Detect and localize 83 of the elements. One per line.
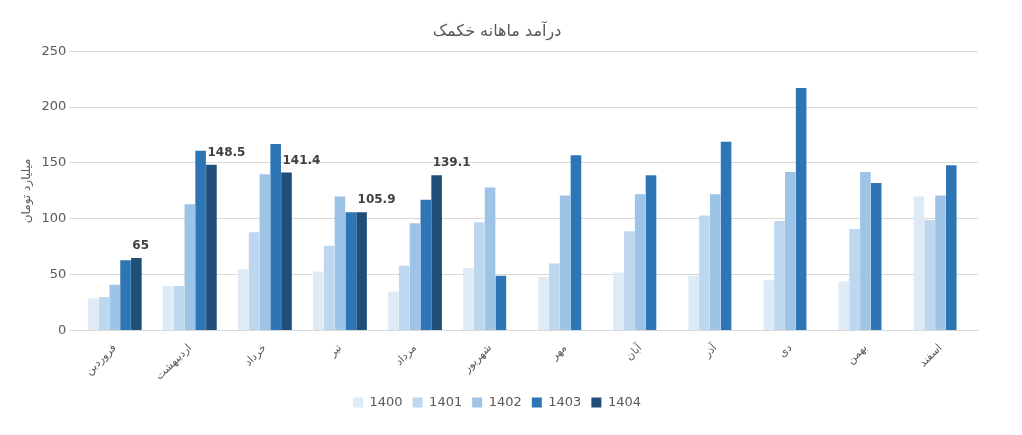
y-axis-title: میلیارد تومان [19, 158, 35, 224]
bar [634, 194, 646, 331]
bar [98, 297, 110, 331]
y-tick-label: 150 [41, 154, 67, 170]
bar [549, 263, 560, 331]
bar [87, 298, 99, 331]
x-tick-label: فروردین [82, 341, 119, 378]
bar [281, 172, 292, 331]
y-tick-label: 0 [57, 321, 67, 337]
bar [323, 245, 335, 331]
y-tick-label: 250 [41, 42, 67, 58]
x-tick-label: اردیبهشت [152, 341, 194, 383]
bar [270, 143, 281, 331]
bar [398, 265, 410, 331]
bar [795, 88, 807, 331]
x-tick-label: بهمن [844, 341, 870, 367]
bar [559, 195, 571, 331]
x-tick-label: اسفند [916, 341, 945, 370]
bar [184, 204, 196, 331]
bar [420, 199, 432, 331]
bar [538, 276, 549, 331]
x-tick-label: شهریور [459, 341, 495, 376]
x-tick-label: دی [775, 341, 795, 360]
bar [409, 223, 421, 331]
bar [838, 281, 850, 331]
bar [173, 285, 185, 331]
bar [463, 268, 474, 331]
bar [345, 212, 357, 331]
chart-title: درآمد ماهانه خکمک [432, 20, 562, 41]
bar [206, 164, 217, 331]
bar [774, 221, 785, 331]
bar [688, 275, 699, 331]
bar [935, 195, 946, 331]
bar [785, 171, 796, 331]
data-label: 148.5 [207, 144, 246, 159]
bar [131, 257, 142, 331]
bar [624, 231, 635, 331]
y-tick-label: 200 [41, 98, 67, 114]
bar [860, 171, 871, 331]
bar [162, 285, 174, 331]
x-tick-label: خرداد [241, 341, 270, 369]
bar [259, 174, 271, 331]
bar [195, 150, 206, 331]
bar [431, 175, 442, 331]
bar [913, 196, 925, 331]
bar [699, 215, 710, 331]
y-tick-label: 50 [49, 266, 67, 282]
bar [120, 260, 131, 331]
data-label: 139.1 [432, 155, 471, 170]
bar [313, 271, 324, 331]
bar [334, 196, 346, 331]
x-tick-label: آبان [622, 339, 645, 363]
legend-label: 1400 [369, 393, 403, 409]
data-label: 65 [132, 238, 150, 253]
x-tick-label: آذر [699, 339, 721, 361]
data-label: 105.9 [357, 192, 396, 207]
bar [924, 219, 935, 331]
legend-label: 1402 [488, 393, 522, 409]
legend-label: 1401 [429, 393, 463, 409]
bar [709, 194, 721, 331]
bar [613, 272, 624, 331]
data-label: 141.4 [282, 152, 321, 167]
bar [945, 165, 957, 331]
bar [248, 232, 260, 331]
x-tick-label: تیر [325, 341, 345, 360]
bar [237, 269, 249, 331]
y-tick-label: 100 [41, 210, 67, 226]
bar [495, 275, 507, 331]
bar [356, 212, 367, 331]
bar [109, 284, 121, 331]
x-tick-label: مرداد [392, 341, 420, 368]
legend-label: 1404 [607, 393, 641, 409]
bar [763, 280, 775, 331]
bar [849, 228, 860, 331]
x-tick-label: مهر [547, 341, 570, 364]
bar [570, 155, 582, 331]
bar [388, 291, 399, 331]
bar [870, 183, 882, 331]
legend-label: 1403 [548, 393, 582, 409]
bar [720, 141, 732, 331]
bar [645, 175, 657, 331]
bar [473, 222, 485, 331]
bar [484, 187, 496, 331]
